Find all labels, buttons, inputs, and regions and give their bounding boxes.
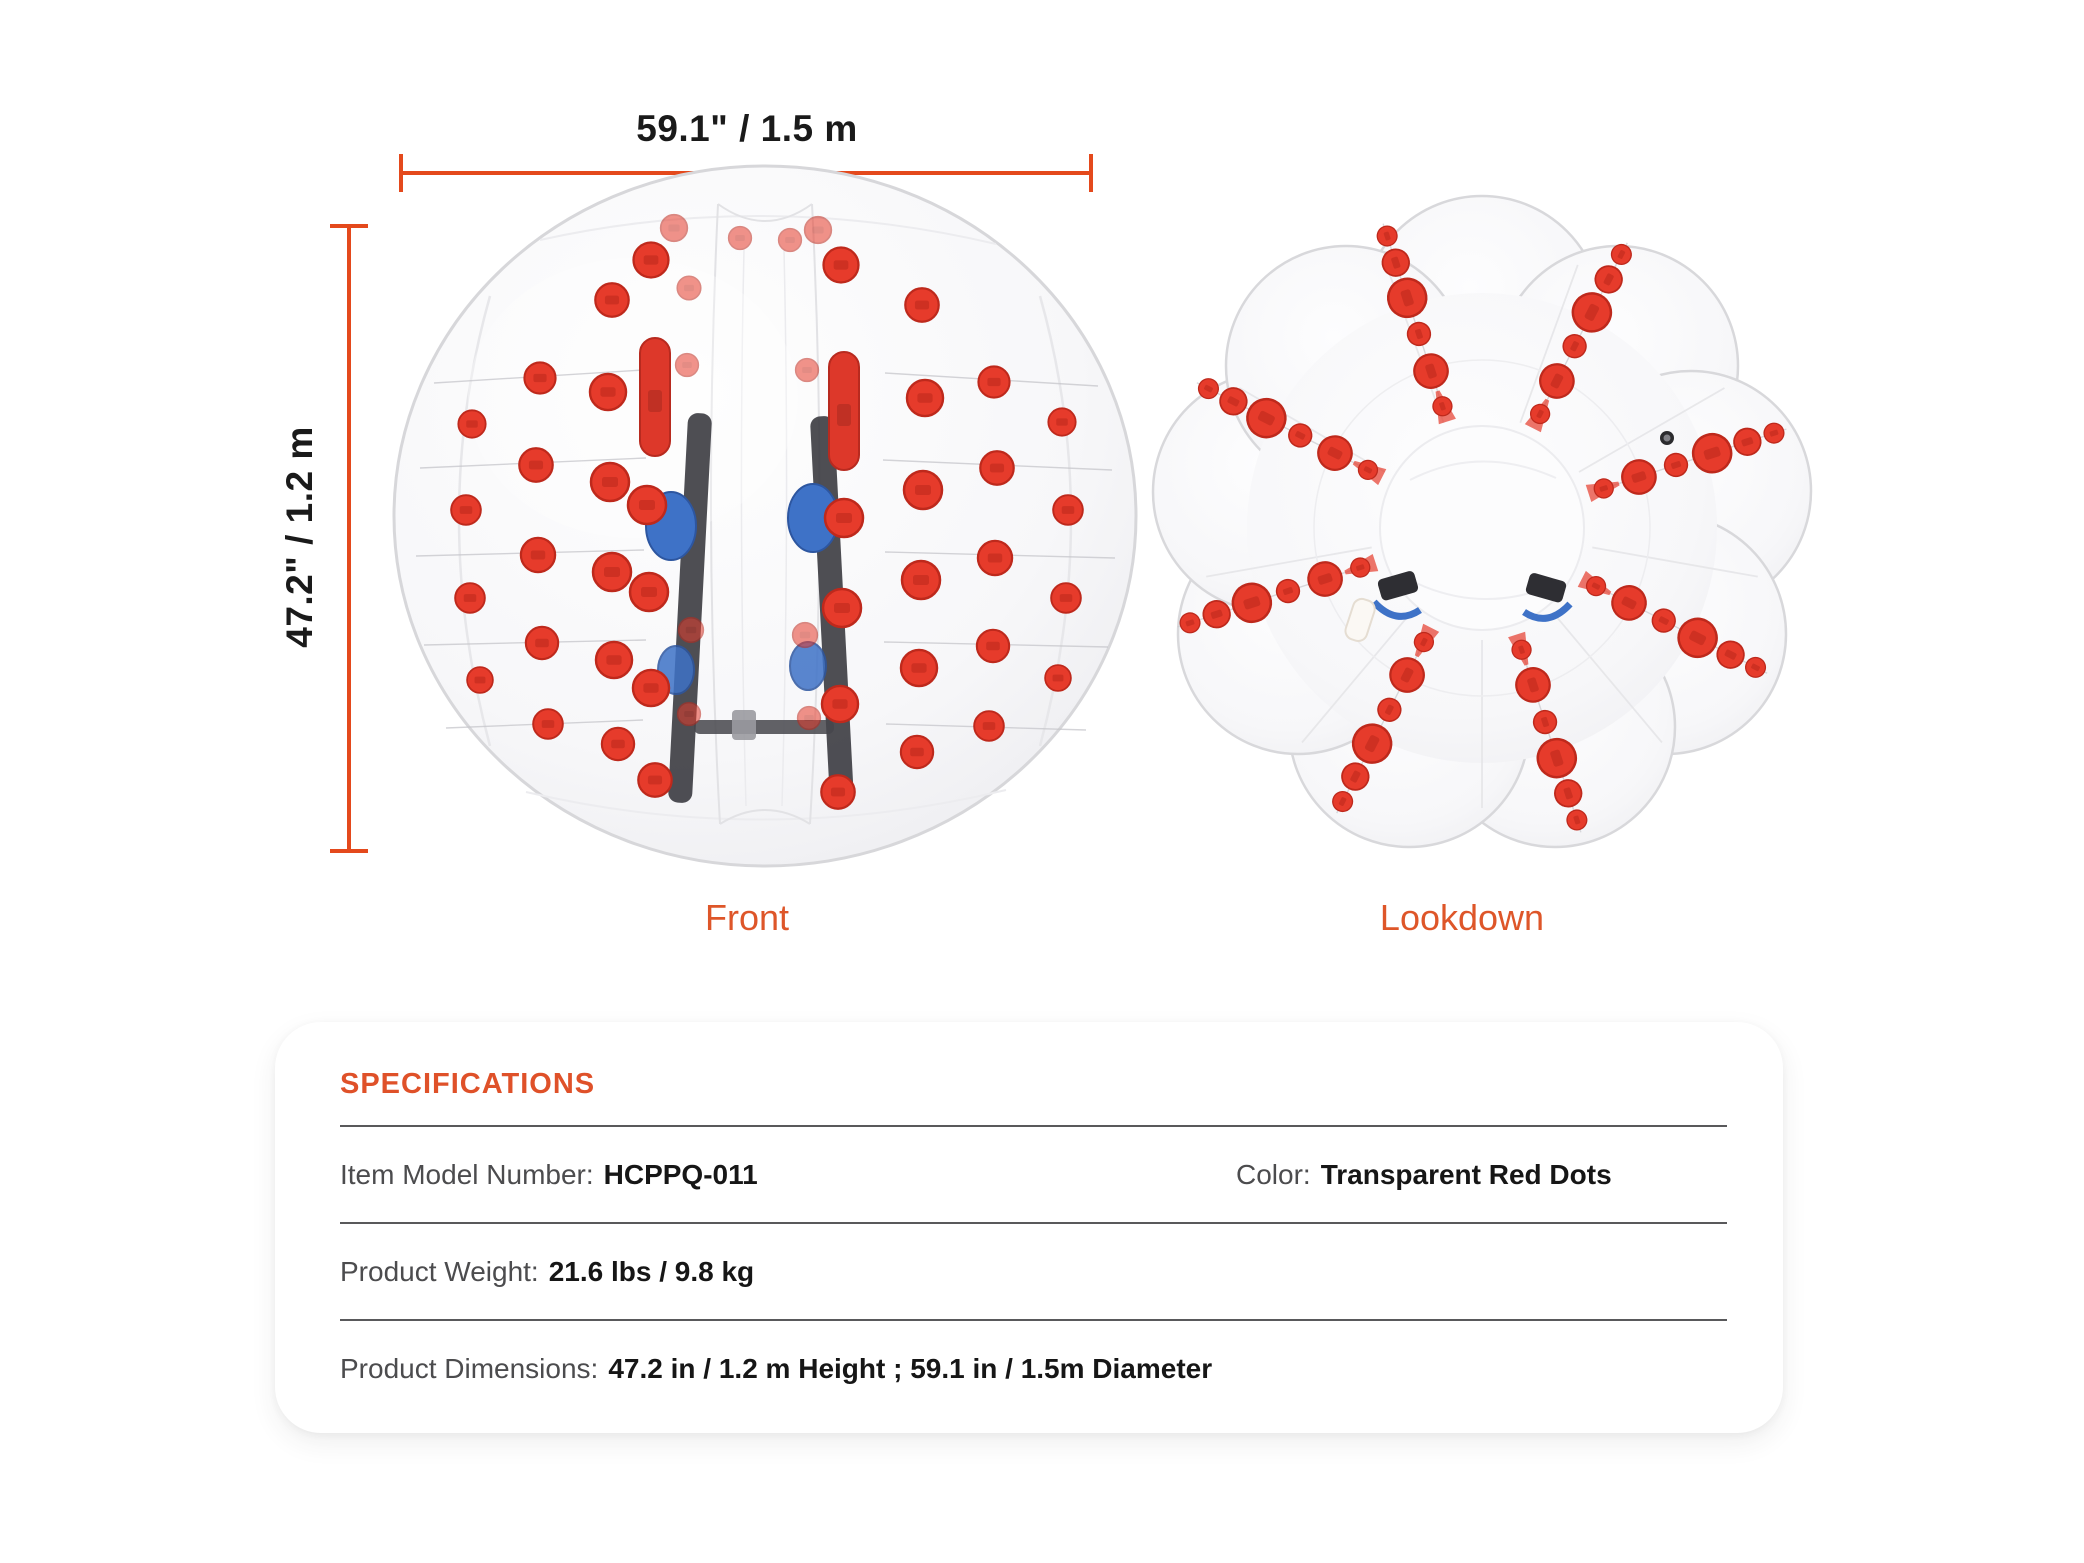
- red-dot-chains: [1176, 222, 1788, 834]
- inner-handles: [645, 483, 839, 695]
- specifications-card: SPECIFICATIONS Item Model Number: HCPPQ-0…: [275, 1022, 1783, 1433]
- spec-cell-weight: Product Weight: 21.6 lbs / 9.8 kg: [340, 1256, 754, 1288]
- spec-value: Transparent Red Dots: [1320, 1158, 1612, 1190]
- width-dimension-label: 59.1" / 1.5 m: [636, 108, 858, 149]
- dimension-tick: [330, 224, 368, 228]
- spec-value: 47.2 in / 1.2 m Height ; 59.1 in / 1.5m …: [608, 1352, 1213, 1384]
- lookdown-view-label: Lookdown: [1379, 897, 1545, 938]
- spec-label: Product Dimensions:: [340, 1352, 599, 1384]
- spec-label: Color:: [1236, 1158, 1311, 1190]
- specifications-heading: SPECIFICATIONS: [340, 1068, 596, 1100]
- spec-row-weight: Product Weight: 21.6 lbs / 9.8 kg: [340, 1222, 1727, 1319]
- spec-cell-dimensions: Product Dimensions: 47.2 in / 1.2 m Heigh…: [340, 1353, 1212, 1385]
- red-capsule-pads: [639, 337, 860, 471]
- ball-body: [392, 164, 1138, 868]
- dimension-tick: [1089, 154, 1093, 192]
- spec-row-dimensions: Product Dimensions: 47.2 in / 1.2 m Heigh…: [340, 1319, 1727, 1416]
- height-dimension-label: 47.2" / 1.2 m: [279, 426, 320, 648]
- air-valve: [1660, 431, 1674, 445]
- spec-label: Item Model Number:: [340, 1158, 594, 1190]
- spec-cell-color: Color: Transparent Red Dots: [1236, 1159, 1612, 1191]
- specifications-table: Item Model Number: HCPPQ-011 Color: Transp…: [340, 1125, 1727, 1416]
- height-dimension-line: [330, 224, 368, 853]
- center-handles: [1344, 571, 1573, 643]
- spec-value: 21.6 lbs / 9.8 kg: [548, 1255, 755, 1287]
- dimension-tick: [330, 849, 368, 853]
- front-view-label: Front: [704, 897, 790, 938]
- spec-cell-model: Item Model Number: HCPPQ-011: [340, 1159, 758, 1191]
- spec-row-model-color: Item Model Number: HCPPQ-011 Color: Transp…: [340, 1125, 1727, 1222]
- front-ball-illustration: [392, 164, 1138, 868]
- spec-value: HCPPQ-011: [603, 1158, 758, 1190]
- lookdown-ball-illustration: [1151, 194, 1813, 849]
- dimension-tick: [399, 154, 403, 192]
- spec-label: Product Weight:: [340, 1255, 539, 1287]
